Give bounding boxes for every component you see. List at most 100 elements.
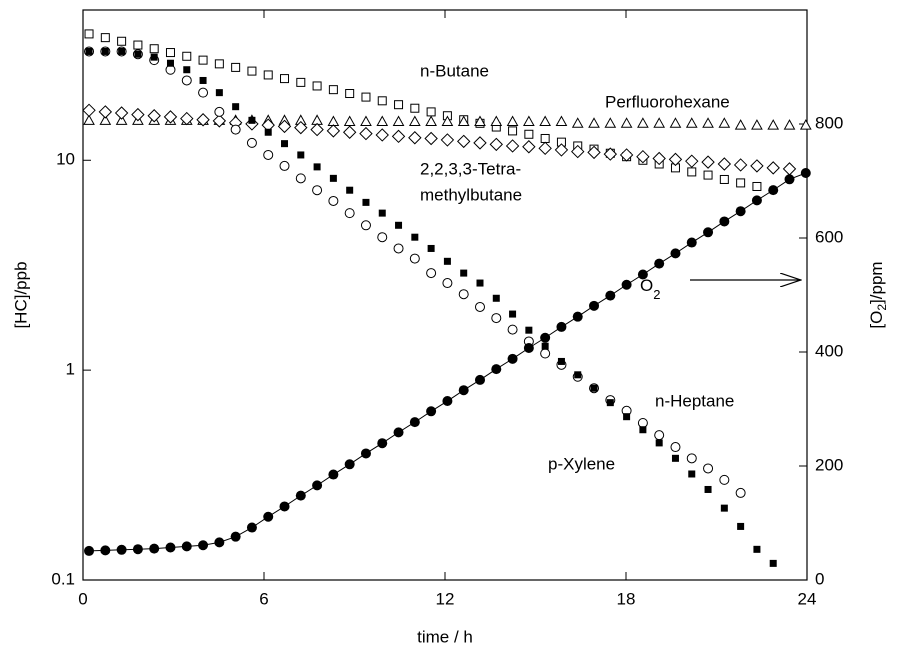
point: [539, 115, 552, 127]
point: [540, 348, 551, 359]
point: [116, 544, 127, 555]
point: [393, 243, 404, 254]
point: [669, 117, 682, 128]
y2-tick-label: 400: [815, 341, 843, 360]
point: [456, 134, 471, 149]
point: [457, 115, 470, 127]
point: [507, 353, 518, 364]
point: [83, 114, 95, 125]
point: [670, 248, 681, 259]
point: [540, 332, 551, 343]
series-label: n-Heptane: [655, 391, 734, 410]
point: [701, 155, 715, 169]
x-tick-label: 12: [436, 589, 455, 608]
series-label: Perfluorohexane: [605, 92, 730, 111]
series-label: n-Butane: [420, 61, 489, 80]
point: [717, 157, 732, 171]
y-tick-label: 10: [56, 150, 75, 169]
point: [571, 117, 584, 128]
point: [491, 313, 502, 324]
point: [263, 511, 274, 522]
y-tick-label: 1: [66, 360, 75, 379]
point: [799, 119, 812, 130]
point: [474, 374, 485, 385]
point: [522, 140, 536, 154]
point: [473, 136, 487, 150]
point: [719, 216, 730, 227]
point: [556, 321, 567, 332]
point: [427, 244, 435, 252]
point: [538, 141, 552, 156]
point: [703, 227, 714, 238]
point: [215, 89, 223, 97]
point: [800, 168, 811, 179]
series-label: 2,2,3,3-Tetra-: [420, 159, 521, 178]
point: [474, 301, 485, 312]
point: [490, 115, 503, 127]
point: [98, 105, 113, 119]
point: [393, 427, 404, 438]
point: [312, 185, 323, 196]
point: [408, 115, 421, 127]
point: [474, 115, 486, 127]
point: [426, 107, 436, 117]
point: [326, 124, 341, 138]
y-axis-label: [HC]/ppb: [11, 261, 30, 328]
point: [346, 186, 354, 194]
point: [540, 133, 550, 143]
point: [637, 269, 648, 280]
x-tick-label: 24: [798, 589, 817, 608]
point: [783, 119, 796, 130]
point: [735, 487, 746, 498]
point: [588, 117, 600, 128]
point: [606, 399, 614, 407]
point: [117, 36, 127, 46]
point: [523, 115, 535, 127]
point: [719, 174, 729, 184]
point: [737, 522, 745, 530]
point: [750, 159, 764, 173]
point: [131, 107, 145, 122]
point: [784, 174, 795, 185]
point: [767, 119, 780, 130]
point: [424, 131, 438, 146]
point: [231, 62, 241, 72]
point: [589, 300, 600, 311]
series-label: p-Xylene: [548, 454, 615, 473]
point: [604, 117, 617, 128]
point: [525, 326, 533, 334]
point: [670, 442, 681, 453]
point: [458, 385, 469, 396]
point: [377, 438, 388, 449]
point: [377, 232, 388, 243]
point: [623, 413, 631, 421]
point: [150, 53, 158, 61]
point: [165, 48, 175, 58]
point: [768, 185, 779, 196]
point: [198, 55, 208, 65]
point: [425, 115, 437, 127]
point: [359, 126, 373, 141]
point: [509, 310, 517, 318]
point: [199, 76, 207, 84]
point: [297, 151, 305, 159]
point: [147, 109, 161, 123]
y2-tick-label: 800: [815, 113, 843, 132]
point: [166, 59, 174, 67]
point: [619, 148, 634, 162]
point: [115, 114, 128, 125]
point: [180, 111, 194, 126]
point: [489, 137, 503, 152]
point: [443, 257, 451, 265]
point: [360, 220, 371, 231]
point: [245, 117, 259, 131]
point: [587, 145, 601, 160]
point: [688, 470, 696, 478]
point: [409, 417, 420, 428]
point: [82, 103, 96, 118]
point: [230, 124, 241, 135]
point: [133, 40, 143, 50]
point: [394, 100, 404, 110]
point: [636, 149, 650, 164]
point: [281, 140, 289, 148]
